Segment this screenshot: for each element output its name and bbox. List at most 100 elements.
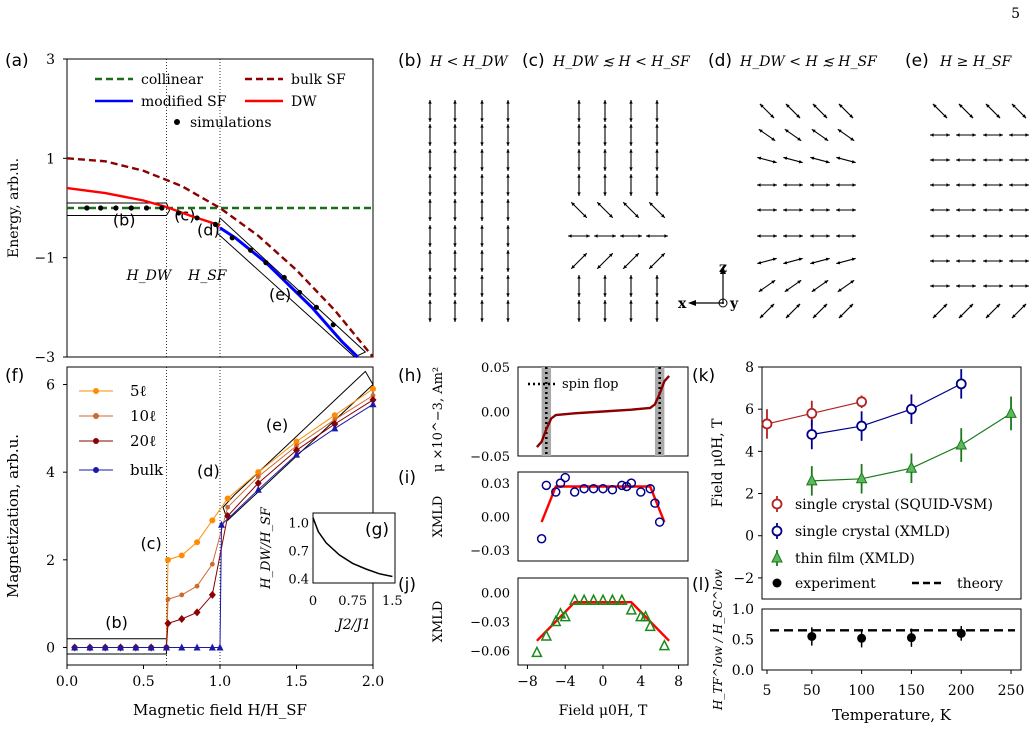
panel-f-legend-swatch: [93, 467, 99, 473]
spin-c-arrow-head: [577, 275, 581, 279]
panel-f-ytick-label: 6: [46, 378, 55, 394]
spin-b-arrow-head: [453, 100, 457, 104]
panel-label-b-top: (b): [398, 51, 422, 71]
panel-l-xtick-label: 200: [948, 683, 975, 699]
spin-d-arrow-head: [783, 156, 788, 161]
panel-f-xtick-label: 1.0: [209, 674, 231, 690]
spin-b-arrow-head: [428, 192, 432, 196]
panel-i-point: [560, 472, 570, 483]
panel-a-legend-label: bulk SF: [291, 72, 346, 88]
panel-j-point: [568, 593, 581, 605]
spin-d-arrow-head: [836, 183, 840, 187]
spin-c-arrow-head: [577, 318, 581, 322]
spin-b-arrow-head: [506, 250, 510, 254]
spin-d-arrow-head: [783, 183, 787, 187]
panel-f-point: [208, 643, 216, 651]
panel-a-legend-label: modified SF: [141, 94, 227, 110]
spin-d-arrow-head: [811, 129, 816, 133]
panel-f-ylabel: Magnetization, arb.u.: [4, 434, 22, 598]
panel-f-point: [117, 643, 125, 651]
spin-d-arrow-head: [783, 234, 787, 238]
spin-d-arrow-head: [836, 234, 840, 238]
spin-b-arrow-head: [506, 124, 510, 128]
spin-d-arrow-head: [826, 183, 830, 187]
spin-b-arrow-head: [480, 118, 484, 122]
spin-c-arrow-head: [655, 124, 659, 128]
panel-k-point: [906, 403, 917, 415]
spin-e-arrow-head: [972, 284, 976, 288]
panel-k-ytick-label: 6: [745, 402, 754, 418]
spin-c-arrow-head: [577, 142, 581, 146]
spin-e-arrow-head: [983, 284, 987, 288]
spin-b-arrow-head: [506, 217, 510, 221]
spin-e-arrow-head: [1009, 259, 1013, 263]
spin-title-b: H < H_DW: [429, 54, 509, 70]
panel-l-ytick-label: 0.0: [732, 663, 754, 679]
spin-b-arrow-head: [453, 124, 457, 128]
spin-e-arrow-head: [930, 158, 934, 162]
panel-f-point: [208, 590, 216, 599]
spin-d-arrow-head: [772, 159, 777, 164]
spin-b-arrow-head: [428, 293, 432, 297]
panel-j-frame: [517, 577, 689, 666]
panel-j-point: [606, 593, 619, 605]
panel-h-ytick-label: 0.05: [481, 361, 510, 376]
panel-i-point: [645, 483, 655, 494]
spin-e-arrow-head: [956, 234, 960, 238]
spin-c-arrow: [622, 252, 640, 270]
spin-b-arrow-head: [453, 268, 457, 272]
panel-a-simulation-point: [176, 210, 182, 216]
panel-i-point: [569, 487, 580, 497]
panel-k-point: [955, 378, 967, 390]
spin-c-arrow-head: [655, 142, 659, 146]
panel-g-xlabel: J2/J1: [334, 617, 371, 633]
spin-e-arrow-head: [1009, 158, 1013, 162]
spin-e-arrow-head: [999, 234, 1003, 238]
spin-e-arrow-head: [930, 259, 934, 263]
spin-d-arrow-head: [797, 280, 802, 284]
spin-b-arrow-head: [453, 167, 457, 171]
panel-a-simulation-point: [229, 235, 235, 241]
spin-e-arrow-head: [1025, 183, 1029, 187]
spin-c-arrow-head: [603, 192, 607, 196]
panel-i-point: [579, 483, 589, 494]
spin-d-arrow-head: [757, 260, 762, 265]
panel-f-point: [194, 583, 200, 589]
panel-k-legend-label: single crystal (SQUID-VSM): [795, 497, 993, 513]
panel-i-point: [607, 485, 618, 495]
spin-e-arrow-head: [956, 284, 960, 288]
spin-c-arrow-head: [577, 149, 581, 153]
panel-label-c-top: (c): [522, 51, 545, 71]
spin-b-arrow-head: [506, 142, 510, 146]
panel-g-ylabel: H_DW/H_SF: [259, 506, 274, 590]
spin-c-arrow-head: [629, 300, 633, 304]
spin-d-arrow-head: [812, 314, 817, 319]
spin-b-arrow-head: [480, 100, 484, 104]
spin-c-arrow-head: [577, 100, 581, 104]
spin-e-arrow-head: [956, 158, 960, 162]
spin-d-arrow-head: [799, 234, 803, 238]
spin-b-arrow-head: [506, 100, 510, 104]
spin-c-arrow-head: [655, 118, 659, 122]
spin-e-arrow-head: [930, 183, 934, 187]
spin-c-arrow-head: [609, 253, 613, 257]
panel-a-simulation-point: [281, 274, 287, 281]
spin-b-arrow-head: [428, 118, 432, 122]
panel-f-xtick-label: 0.0: [56, 674, 78, 690]
panel-a-simulation-point: [248, 247, 254, 253]
spin-b-arrow-head: [480, 250, 484, 254]
spin-e-arrow-head: [999, 284, 1003, 288]
spin-d-arrow-head: [797, 137, 802, 141]
panel-label-l: (l): [692, 575, 710, 595]
panel-g-frame: [312, 512, 396, 584]
spin-c-arrow-head: [649, 265, 653, 269]
spin-d-arrow-head: [837, 129, 842, 133]
panel-f-point: [178, 552, 185, 559]
spin-d-arrow-head: [758, 129, 763, 133]
spin-d-arrow-head: [770, 303, 775, 308]
spin-d-arrow-head: [783, 208, 787, 212]
spin-d-arrow-head: [811, 288, 816, 292]
spin-e-arrow-head: [943, 114, 948, 119]
spin-d-arrow-head: [757, 183, 761, 187]
spin-b-arrow-head: [480, 192, 484, 196]
